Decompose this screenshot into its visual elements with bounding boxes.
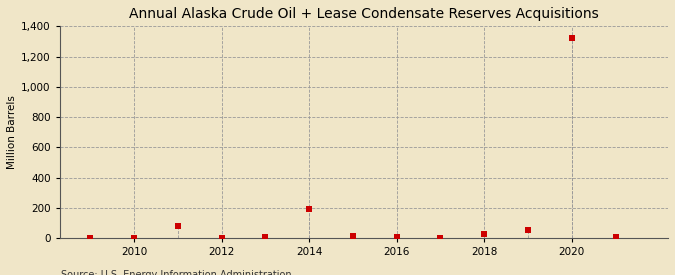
Point xyxy=(216,235,227,240)
Point xyxy=(566,36,577,41)
Text: Source: U.S. Energy Information Administration: Source: U.S. Energy Information Administ… xyxy=(61,271,292,275)
Point xyxy=(129,235,140,240)
Point xyxy=(173,224,184,228)
Point xyxy=(522,227,533,232)
Point xyxy=(479,232,489,236)
Point xyxy=(260,235,271,239)
Point xyxy=(85,235,96,240)
Point xyxy=(392,235,402,240)
Point xyxy=(304,207,315,211)
Point xyxy=(348,234,358,238)
Point xyxy=(610,235,621,240)
Point xyxy=(435,235,446,240)
Y-axis label: Million Barrels: Million Barrels xyxy=(7,95,17,169)
Title: Annual Alaska Crude Oil + Lease Condensate Reserves Acquisitions: Annual Alaska Crude Oil + Lease Condensa… xyxy=(129,7,599,21)
